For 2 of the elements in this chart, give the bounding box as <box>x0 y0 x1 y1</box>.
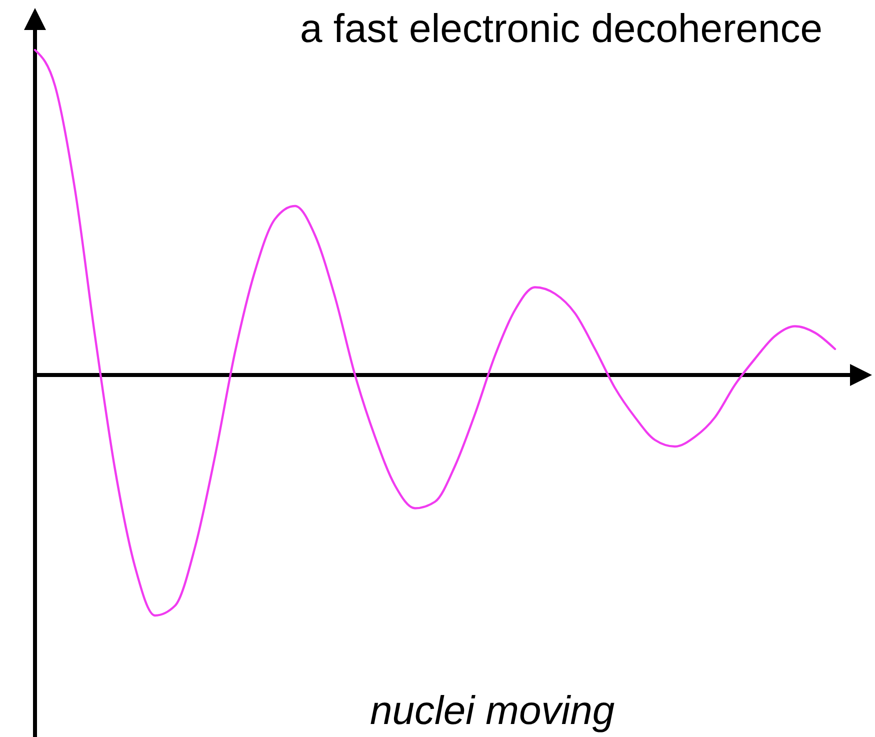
text: nuclei moving <box>370 689 615 733</box>
chart-title: a fast electronic decoherence <box>300 7 823 51</box>
